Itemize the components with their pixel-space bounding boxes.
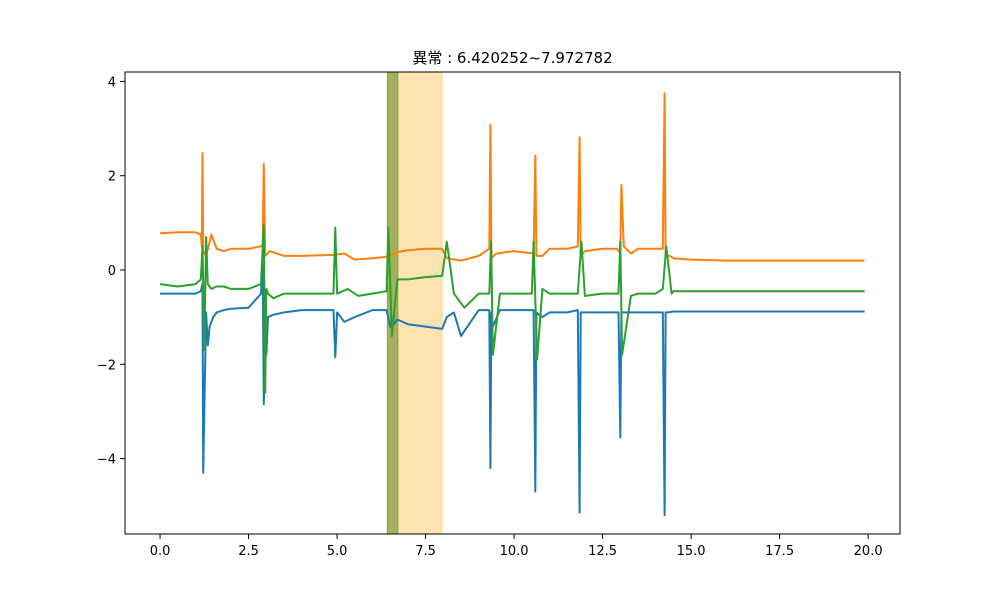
y-tick-label: −2 [97,358,116,373]
y-tick-label: 2 [108,170,116,185]
x-tick-label: 15.0 [677,544,706,559]
x-tick-label: 2.5 [238,544,259,559]
x-axis: 0.0 2.5 5.0 7.5 10.0 12.5 15.0 17.5 20.0 [150,534,883,559]
x-tick-label: 10.0 [500,544,529,559]
series-line-3 [159,224,865,394]
y-tick-label: −4 [97,453,116,468]
highlight-regions [386,71,443,535]
y-tick-label: 0 [108,264,116,279]
x-tick-label: 5.0 [327,544,348,559]
y-axis: −4 −2 0 2 4 [97,75,125,468]
chart-title: 異常 : 6.420252~7.972782 [412,49,612,67]
x-tick-label: 0.0 [150,544,171,559]
y-tick-label: 4 [108,75,116,90]
series-line-2 [160,92,865,262]
x-tick-label: 20.0 [854,544,883,559]
axes-frame [124,71,901,535]
x-tick-label: 7.5 [415,544,436,559]
series-line-1 [160,264,865,517]
series-group [159,92,865,517]
highlight-region [386,71,399,535]
x-tick-label: 17.5 [765,544,794,559]
x-tick-label: 12.5 [588,544,617,559]
